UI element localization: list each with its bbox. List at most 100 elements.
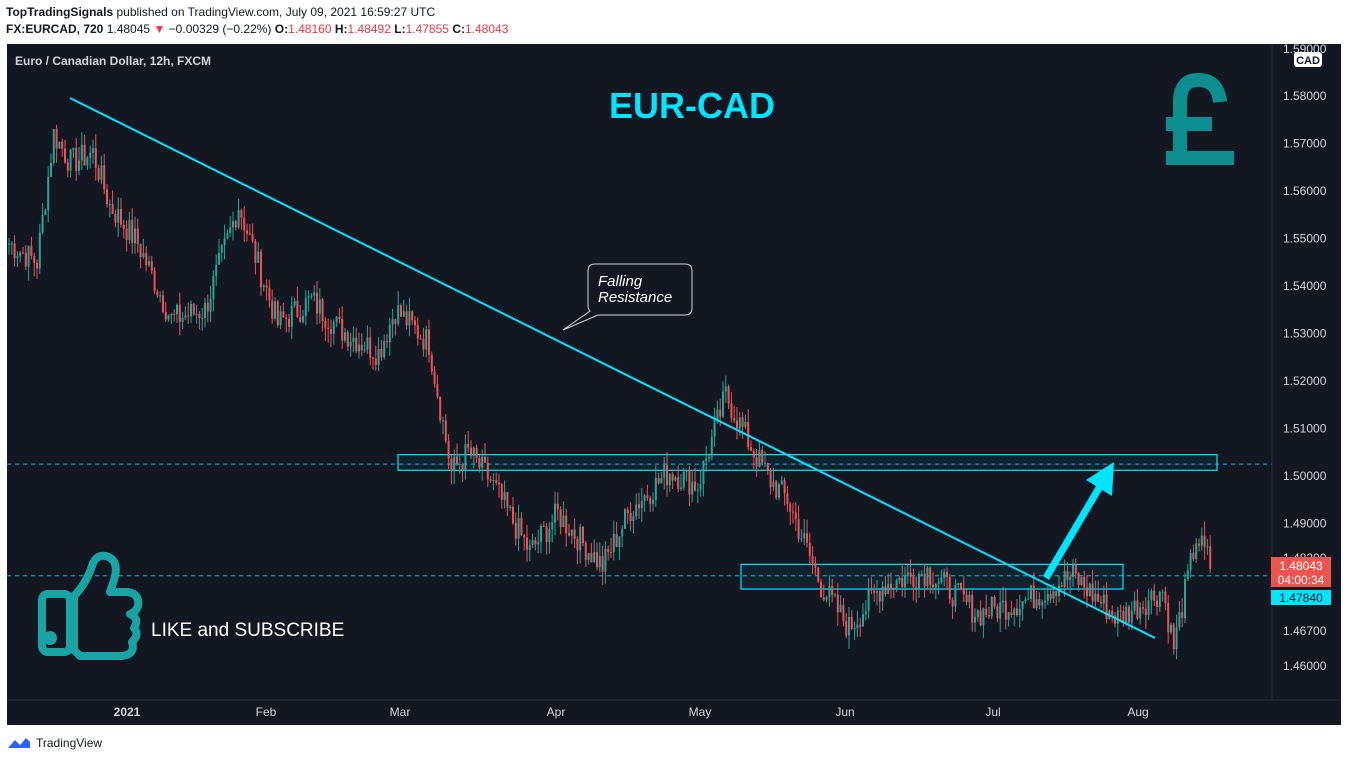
candle-body	[794, 512, 797, 520]
candle-body	[167, 315, 170, 320]
candle-body	[982, 608, 985, 626]
footer-brand[interactable]: TradingView	[36, 736, 103, 750]
candle-body	[733, 418, 736, 421]
candle-body	[545, 526, 548, 542]
current-price-tag	[1271, 557, 1331, 587]
candle-body	[979, 610, 982, 626]
candle-body	[1052, 591, 1055, 599]
candle-body	[654, 477, 657, 501]
falling-resistance-trendline[interactable]	[69, 97, 1156, 639]
candle-body	[503, 492, 506, 500]
y-tick-label: 1.53000	[1283, 327, 1327, 341]
candle-body	[131, 219, 134, 244]
candle-body	[282, 311, 285, 318]
candle-body	[993, 596, 996, 607]
candle-body	[187, 315, 190, 317]
candle-body	[442, 420, 444, 422]
candle-body	[38, 232, 41, 269]
candle-body	[842, 604, 845, 622]
candle-body	[1041, 602, 1044, 606]
level-price-value: 1.47840	[1279, 591, 1323, 605]
candle-body	[1002, 600, 1004, 603]
like-subscribe-text[interactable]: LIKE and SUBSCRIBE	[151, 620, 344, 641]
candle-body	[730, 403, 733, 419]
candle-body	[618, 536, 621, 547]
x-tick-label: May	[689, 705, 712, 719]
candle-body	[456, 456, 458, 465]
candle-body	[876, 591, 878, 593]
candle-body	[506, 492, 509, 508]
candle-body	[666, 465, 668, 486]
candle-body	[1114, 615, 1116, 624]
candle-body	[212, 276, 215, 299]
candle-body	[780, 480, 783, 485]
price-zone-box[interactable]	[397, 454, 1218, 471]
candle-body	[148, 261, 150, 266]
candle-body	[411, 311, 414, 321]
candle-body	[414, 320, 416, 326]
candle-body	[750, 447, 752, 451]
target-arrow-icon	[1043, 462, 1114, 580]
candle-body	[290, 305, 293, 327]
candle-body	[587, 553, 590, 560]
candle-body	[1049, 593, 1052, 599]
candle-body	[324, 321, 327, 328]
candle-body	[122, 224, 125, 229]
candle-body	[772, 481, 775, 488]
candle-body	[1010, 612, 1013, 616]
candle-body	[540, 525, 542, 543]
candle-body	[240, 210, 243, 218]
candle-body	[159, 295, 162, 297]
candle-body	[937, 582, 940, 584]
candle-body	[542, 525, 545, 527]
candle-body	[380, 348, 383, 358]
symbol-label: FX:EURCAD, 720	[6, 22, 104, 36]
candle-body	[828, 586, 831, 598]
candle-body	[170, 314, 173, 316]
author-name[interactable]: TopTradingSignals	[6, 5, 114, 19]
candle-body	[640, 501, 643, 509]
candle-body	[139, 244, 142, 258]
candle-body	[881, 586, 884, 602]
candle-body	[136, 228, 139, 245]
candle-body	[1105, 594, 1108, 620]
candle-body	[848, 616, 850, 636]
candle-body	[13, 243, 16, 259]
y-tick-label: 1.46000	[1283, 659, 1327, 673]
candle-body	[820, 581, 822, 598]
candle-body	[16, 256, 19, 259]
candle-body	[976, 610, 979, 617]
candle-body	[400, 305, 402, 317]
change-value: −0.00329 (−0.22%)	[168, 22, 272, 36]
candle-body	[1007, 612, 1010, 620]
currency-badge-label: CAD	[1296, 55, 1320, 67]
candle-body	[601, 556, 604, 572]
level-price-tag	[1271, 590, 1331, 605]
candle-body	[825, 597, 828, 600]
candle-body	[271, 300, 274, 319]
candle-body	[800, 538, 803, 540]
candle-body	[1102, 594, 1105, 604]
low-value: 1.47855	[405, 22, 449, 36]
candle-body	[918, 574, 920, 589]
candle-body	[990, 596, 993, 617]
ohlc-legend: FX:EURCAD, 720 1.48045 ▼ −0.00329 (−0.22…	[6, 22, 508, 36]
candle-body	[50, 162, 52, 177]
candle-body	[111, 203, 114, 214]
candle-body	[120, 208, 122, 225]
candle-body	[708, 457, 710, 459]
candle-body	[444, 420, 447, 441]
candle-body	[1130, 610, 1133, 623]
candle-body	[321, 299, 324, 322]
candle-body	[999, 602, 1002, 619]
candle-body	[44, 210, 47, 216]
candle-body	[792, 511, 794, 513]
candle-body	[156, 291, 159, 296]
candle-body	[302, 316, 304, 322]
candle-body	[229, 227, 232, 234]
candle-body	[890, 583, 892, 589]
x-tick-label: 2021	[114, 705, 141, 719]
candle-body	[1063, 571, 1066, 588]
candle-body	[248, 233, 251, 235]
